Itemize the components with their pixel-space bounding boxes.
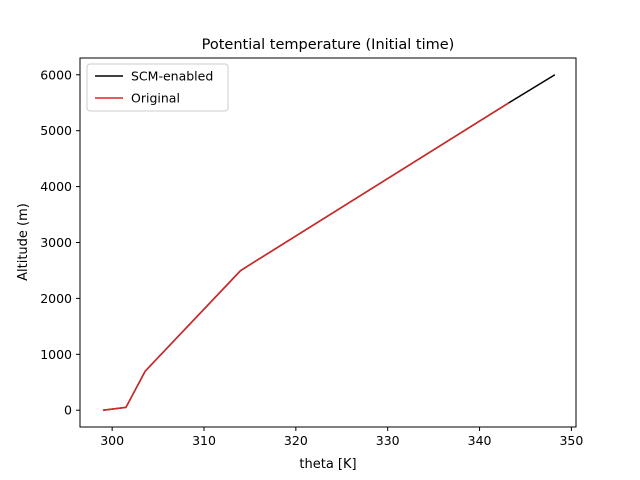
y-tick-label: 4000 (40, 179, 72, 194)
y-tick-label: 2000 (40, 291, 72, 306)
y-tick-label: 0 (64, 403, 72, 418)
x-axis-ticks: 300 310 320 330 340 350 (100, 427, 583, 448)
series-line-original (102, 102, 510, 411)
x-tick-label: 350 (559, 433, 583, 448)
legend: SCM-enabled Original (86, 63, 229, 112)
y-axis-label: Altitude (m) (16, 203, 31, 281)
x-tick-label: 320 (284, 433, 308, 448)
series-line-scm-enabled (102, 74, 556, 411)
legend-label-scm-enabled: SCM-enabled (131, 69, 213, 84)
y-tick-label: 6000 (40, 67, 72, 82)
x-axis-label: theta [K] (299, 457, 356, 472)
y-tick-label: 5000 (40, 123, 72, 138)
x-tick-label: 330 (376, 433, 400, 448)
x-tick-label: 300 (100, 433, 124, 448)
x-tick-label: 340 (468, 433, 492, 448)
chart-title: Potential temperature (Initial time) (202, 37, 455, 53)
y-tick-label: 3000 (40, 235, 72, 250)
legend-label-original: Original (131, 91, 180, 106)
plot-area (79, 57, 577, 428)
y-axis-ticks: 0 1000 2000 3000 4000 5000 6000 (40, 67, 80, 418)
y-tick-label: 1000 (40, 347, 72, 362)
axes-frame (79, 57, 577, 428)
series-layer (102, 74, 556, 411)
x-tick-label: 310 (192, 433, 216, 448)
